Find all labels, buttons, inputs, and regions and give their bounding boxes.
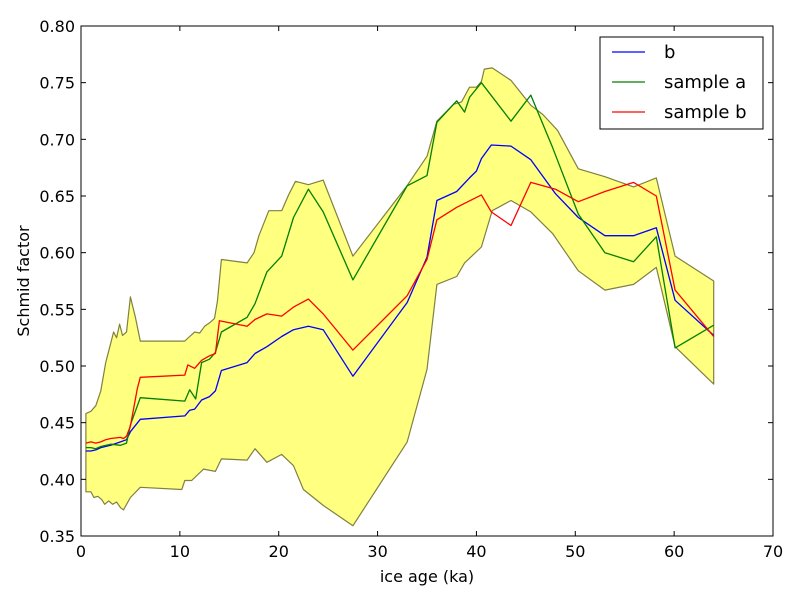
confidence-band — [85, 67, 715, 527]
x-tick-label: 10 — [170, 542, 190, 561]
y-tick-label: 0.50 — [39, 357, 75, 376]
legend-label-b: b — [664, 42, 675, 63]
y-tick-label: 0.40 — [39, 470, 75, 489]
legend-label-sample-b: sample b — [664, 102, 747, 123]
plot-area: 0 10 20 30 40 50 60 70 0.35 0.40 0.45 0.50 0.55 0.60 0… — [39, 17, 783, 561]
y-axis-label: Schmid factor — [14, 225, 33, 337]
y-tick-label: 0.65 — [39, 187, 75, 206]
x-tick-label: 0 — [76, 542, 86, 561]
y-tick-label: 0.80 — [39, 17, 75, 36]
y-tick-label: 0.45 — [39, 414, 75, 433]
y-tick-label: 0.60 — [39, 244, 75, 263]
y-tick-label: 0.35 — [39, 527, 75, 546]
x-tick-label: 40 — [466, 542, 486, 561]
x-tick-label: 50 — [565, 542, 585, 561]
x-tick-label: 20 — [269, 542, 289, 561]
series-line-b — [85, 144, 715, 452]
legend: b sample a sample b — [599, 36, 764, 130]
x-tick-label: 30 — [367, 542, 387, 561]
x-tick-label: 70 — [763, 542, 783, 561]
axes-frame — [80, 25, 774, 537]
y-tick-label: 0.75 — [39, 74, 75, 93]
x-axis-label: ice age (ka) — [380, 567, 474, 586]
y-tick-label: 0.70 — [39, 130, 75, 149]
series-line-sample-b — [85, 181, 715, 444]
x-tick-label: 60 — [664, 542, 684, 561]
series-line-sample-a — [85, 82, 715, 450]
y-tick-label: 0.55 — [39, 300, 75, 319]
legend-label-sample-a: sample a — [664, 72, 746, 93]
